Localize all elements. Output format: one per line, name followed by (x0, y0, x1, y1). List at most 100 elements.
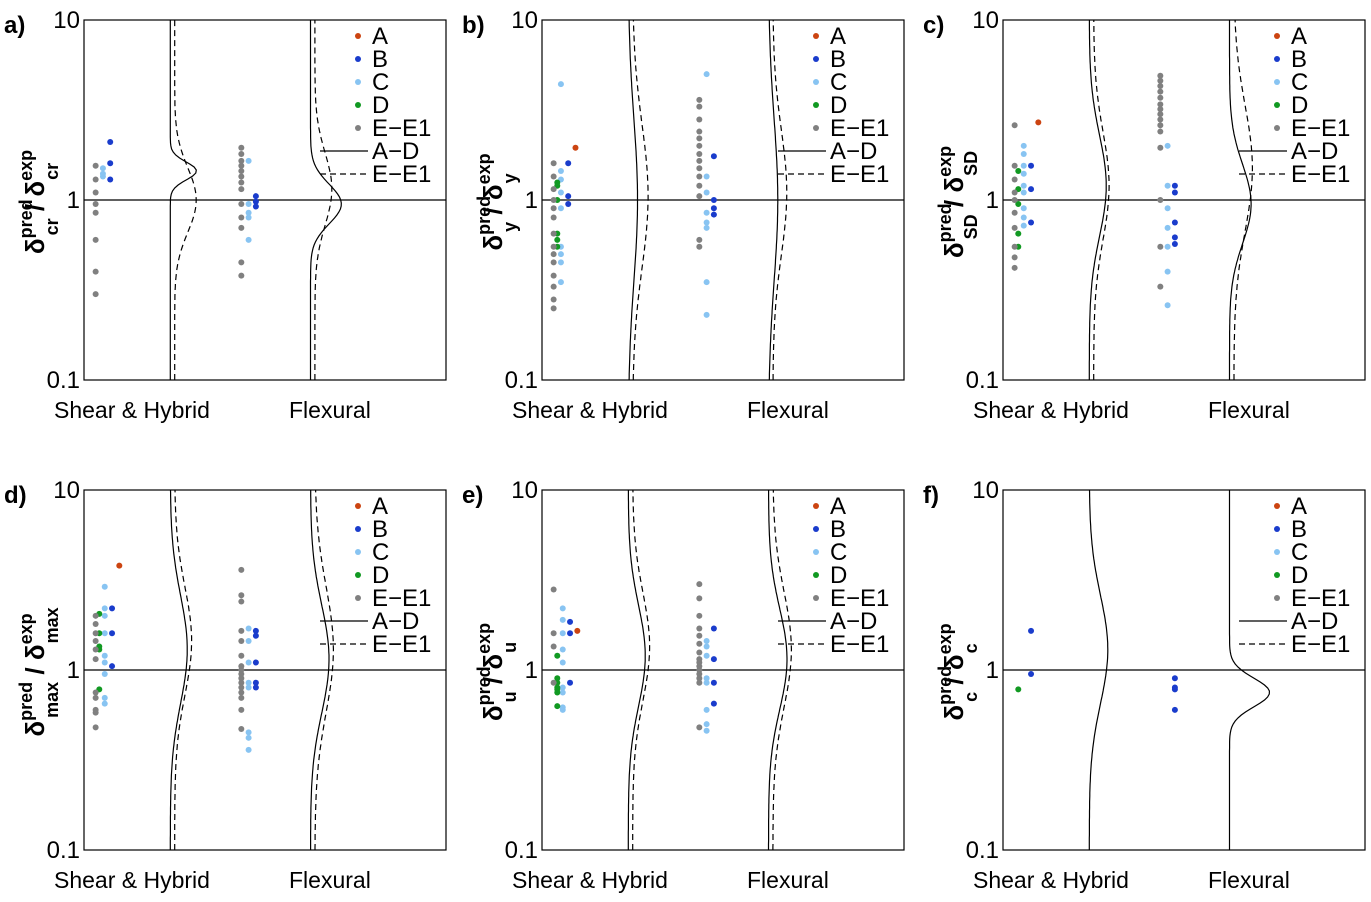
data-point (696, 612, 703, 619)
curve-a-d (628, 19, 639, 381)
curve-e-e1 (314, 20, 333, 380)
legend-marker (1274, 79, 1280, 85)
data-point (559, 689, 566, 696)
data-point (1028, 219, 1035, 226)
data-point (696, 625, 703, 632)
category-label: Flexural (1208, 397, 1290, 423)
legend-label: A−D (830, 608, 877, 635)
legend-label: A (1291, 493, 1307, 520)
legend-label: E−E1 (1291, 585, 1350, 612)
category-label: Shear & Hybrid (973, 867, 1129, 893)
data-point (252, 203, 259, 210)
legend-label: A (830, 23, 846, 50)
data-point (710, 197, 717, 203)
legend-label: A−D (1291, 608, 1338, 635)
data-point (238, 637, 245, 644)
y-tick-label: 0.1 (47, 837, 80, 864)
data-point (92, 709, 99, 716)
y-tick-label: 10 (53, 477, 80, 504)
data-point (1157, 88, 1164, 95)
data-point (710, 211, 717, 218)
data-point (559, 605, 566, 612)
data-point (92, 162, 99, 169)
legend-marker (813, 595, 819, 601)
data-point (107, 176, 114, 183)
data-point (557, 189, 564, 196)
data-point (557, 259, 564, 266)
data-point (92, 236, 99, 243)
panel-label: d) (4, 482, 27, 509)
data-point (1171, 234, 1178, 241)
data-point (1015, 230, 1022, 237)
legend-label: E−E1 (372, 631, 431, 658)
data-point (1171, 686, 1178, 693)
data-point (565, 193, 572, 200)
legend-marker (355, 526, 361, 532)
curve-a-d (627, 490, 646, 850)
data-point (710, 700, 717, 707)
data-point (92, 176, 99, 183)
data-point (703, 652, 710, 659)
data-point (1171, 219, 1178, 226)
legend-label: E−E1 (830, 585, 889, 612)
data-point (92, 646, 99, 653)
legend-label: C (1291, 69, 1308, 96)
data-point (554, 236, 561, 243)
data-point (559, 646, 566, 653)
data-point (238, 179, 245, 186)
data-point (550, 305, 557, 312)
data-point (245, 236, 252, 243)
curve-e-e1 (1093, 20, 1110, 380)
data-point (696, 157, 703, 164)
y-tick-label: 10 (511, 477, 538, 504)
data-point (1157, 77, 1164, 84)
legend-label: A (372, 23, 388, 50)
data-point (696, 173, 703, 180)
data-point (238, 259, 245, 266)
data-point (238, 157, 245, 164)
legend-marker (1274, 572, 1280, 578)
legend-label: A (372, 493, 388, 520)
data-point (92, 656, 99, 663)
data-point (703, 643, 710, 650)
data-point (99, 165, 106, 172)
data-point (703, 706, 710, 713)
data-point (238, 162, 245, 169)
data-point (565, 160, 572, 167)
data-point (710, 656, 717, 663)
data-point (1020, 205, 1027, 212)
data-point (238, 598, 245, 605)
data-point (696, 103, 703, 110)
data-point (710, 679, 717, 686)
data-point (101, 605, 108, 612)
data-point (101, 583, 108, 590)
data-point (245, 729, 252, 736)
legend-label: E−E1 (1291, 631, 1350, 658)
category-label: Shear & Hybrid (512, 867, 668, 893)
data-point (252, 627, 259, 634)
legend-label: D (1291, 562, 1308, 589)
data-point (550, 643, 557, 650)
data-point (550, 630, 557, 637)
legend-label: E−E1 (372, 161, 431, 188)
curve-e-e1 (632, 19, 649, 380)
data-point (696, 182, 703, 189)
data-point (245, 746, 252, 753)
y-axis-label: δpred max / δexp max (16, 607, 62, 736)
data-point (1164, 268, 1171, 275)
data-point (238, 144, 245, 151)
data-point (550, 214, 557, 221)
legend-label: E−E1 (830, 161, 889, 188)
data-point (1028, 186, 1035, 193)
data-point (710, 625, 717, 632)
category-label: Flexural (747, 397, 829, 423)
data-point (238, 652, 245, 659)
curve-a-d (1088, 20, 1107, 380)
data-point (92, 637, 99, 644)
legend-label: E−E1 (830, 115, 889, 142)
legend-marker (813, 526, 819, 532)
data-point (238, 684, 245, 691)
data-point (1157, 116, 1164, 123)
data-point (703, 679, 710, 686)
data-point (1015, 167, 1022, 174)
